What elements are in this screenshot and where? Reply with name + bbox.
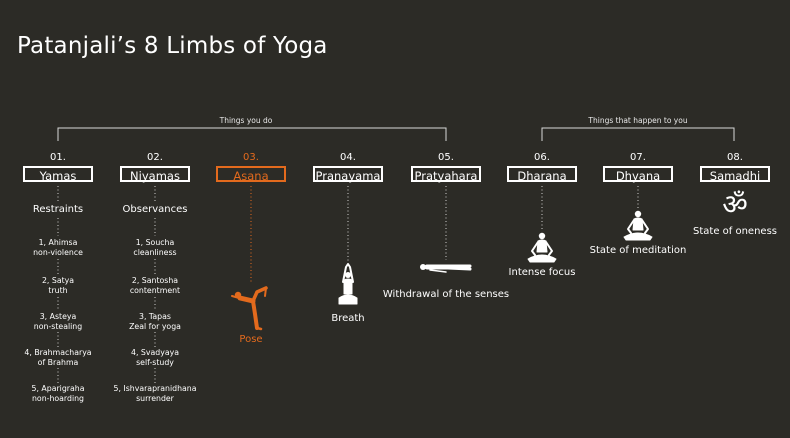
limb-name: Dharana [507,166,577,183]
limb-samadhi: 08. Samadhi [700,152,770,183]
limb-name: Pranayama [313,166,383,183]
yama-item: 5, Aparigraha non-hoarding [31,384,85,403]
limb-number: 01. [50,152,66,163]
niyama-item: 5, Ishvarapranidhana surrender [113,384,197,403]
limb-yamas: 01. Yamas [23,152,93,183]
page-title: Patanjali’s 8 Limbs of Yoga [17,33,328,59]
limb-dhyana: 07. Dhyana [603,152,673,183]
limb-description: Restraints [32,204,84,215]
limb-number: 08. [727,152,743,163]
meditating-figure-icon [623,210,653,241]
yama-item: 2, Satya truth [41,276,75,295]
limb-niyamas: 02. Niyamas [120,152,190,183]
limb-name: Niyamas [120,166,190,183]
limb-description: Breath [331,313,365,324]
limb-number: 06. [534,152,550,163]
niyama-item: 1, Soucha cleanliness [133,238,177,257]
limb-description: Intense focus [508,267,576,278]
limb-description: Pose [239,334,263,345]
limb-number: 04. [340,152,356,163]
limb-name: Yamas [23,166,93,183]
limb-description: State of oneness [693,226,777,237]
niyama-item: 3, Tapas Zeal for yoga [129,312,181,331]
limb-name: Pratyahara [411,166,481,183]
niyama-item: 4, Svadyaya self-study [131,348,179,367]
limb-dharana: 06. Dharana [507,152,577,183]
limb-description: State of meditation [589,245,687,256]
om-symbol-icon: ॐ [722,188,748,221]
dancer-pose-icon [231,286,268,331]
limb-pranayama: 04. Pranayama [313,152,383,183]
meditating-figure-icon [527,232,557,263]
lying-figure-icon [420,264,472,273]
limb-name: Asana [216,166,286,183]
limb-number: 02. [147,152,163,163]
breathing-figure-icon [338,263,358,305]
limb-description: Withdrawal of the senses [382,289,510,300]
yama-item: 1, Ahimsa non-violence [33,238,83,257]
niyama-item: 2, Santosha contentment [129,276,181,295]
limb-description: Observances [122,204,188,215]
limb-number: 03. [243,152,259,163]
limb-name: Dhyana [603,166,673,183]
bracket-things-that-happen [541,127,735,141]
limb-number: 07. [630,152,646,163]
limb-pratyahara: 05. Pratyahara [411,152,481,183]
bracket-things-you-do [57,127,447,141]
limb-number: 05. [438,152,454,163]
limb-name: Samadhi [700,166,770,183]
group-label-things-that-happen: Things that happen to you [588,116,688,125]
yama-item: 3, Asteya non-stealing [33,312,83,331]
yama-item: 4, Brahmacharya of Brahma [24,348,92,367]
group-label-things-you-do: Things you do [219,116,273,125]
limb-asana: 03. Asana [216,152,286,183]
